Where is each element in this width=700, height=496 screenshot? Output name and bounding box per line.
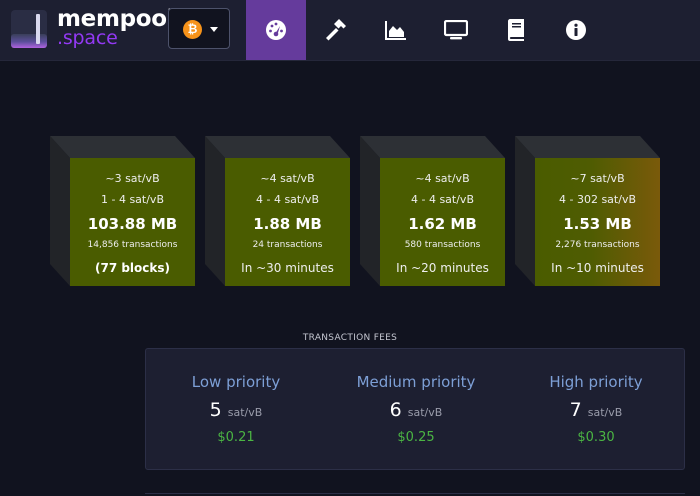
block-3d-side [50, 136, 195, 286]
mempool-block[interactable]: ~4 sat/vB 4 - 4 sat/vB 1.62 MB 580 trans… [360, 136, 505, 286]
fee-unit: sat/vB [587, 406, 623, 419]
block-eta: In ~10 minutes [551, 261, 644, 275]
area-chart-icon [385, 21, 406, 40]
mempool-block[interactable]: ~4 sat/vB 4 - 4 sat/vB 1.88 MB 24 transa… [205, 136, 350, 286]
fee-medium-priority: Medium priority 6 sat/vB $0.25 [326, 349, 506, 471]
brand-name[interactable]: mempool [57, 6, 175, 32]
fee-rate: 6 [389, 399, 402, 421]
transaction-count: 24 transactions [252, 240, 323, 250]
brand-domain[interactable]: .space [57, 27, 118, 49]
book-icon [508, 19, 524, 41]
fee-rate-row: 6 sat/vB [326, 399, 506, 421]
fee-rate: 5 [209, 399, 222, 421]
fee-rate: 7 [569, 399, 582, 421]
fee-rate-row: 7 sat/vB [506, 399, 686, 421]
mempool-block[interactable]: ~7 sat/vB 4 - 302 sat/vB 1.53 MB 2,276 t… [515, 136, 660, 286]
block-3d-side [360, 136, 505, 286]
priority-label: Low priority [191, 373, 281, 391]
fees-card: Low priority 5 sat/vB $0.21 Medium priori… [145, 348, 685, 470]
navbar: mempool .space ₿ [0, 0, 700, 61]
median-fee: ~3 sat/vB [105, 172, 160, 185]
fee-range: 4 - 4 sat/vB [255, 193, 319, 206]
hammer-icon [326, 19, 346, 41]
network-selector-button[interactable]: ₿ [168, 8, 230, 49]
transaction-count: 580 transactions [404, 240, 481, 250]
fee-unit: sat/vB [407, 406, 443, 419]
mempool-block[interactable]: ~3 sat/vB 1 - 4 sat/vB 103.88 MB 14,856 … [50, 136, 195, 286]
priority-label: High priority [549, 373, 643, 391]
nav-docs[interactable] [486, 0, 546, 60]
block-3d-side [515, 136, 660, 286]
fee-high-priority: High priority 7 sat/vB $0.30 [506, 349, 686, 471]
block-face: ~7 sat/vB 4 - 302 sat/vB 1.53 MB 2,276 t… [535, 158, 660, 286]
block-size: 1.62 MB [408, 215, 477, 233]
transaction-count: 14,856 transactions [87, 240, 178, 250]
mempool-logo-icon[interactable] [11, 10, 47, 48]
fee-usd: $0.21 [217, 430, 255, 445]
median-fee: ~4 sat/vB [415, 172, 470, 185]
block-face: ~4 sat/vB 4 - 4 sat/vB 1.62 MB 580 trans… [380, 158, 505, 286]
priority-label: Medium priority [356, 373, 476, 391]
fee-rate-row: 5 sat/vB [146, 399, 326, 421]
fee-range: 4 - 4 sat/vB [410, 193, 474, 206]
nav-tv[interactable] [426, 0, 486, 60]
nav-about[interactable] [546, 0, 606, 60]
median-fee: ~4 sat/vB [260, 172, 315, 185]
fee-range: 1 - 4 sat/vB [100, 193, 164, 206]
block-3d-side [205, 136, 350, 286]
block-face: ~3 sat/vB 1 - 4 sat/vB 103.88 MB 14,856 … [70, 158, 195, 286]
block-eta: In ~30 minutes [241, 261, 334, 275]
nav-dashboard[interactable] [246, 0, 306, 60]
fee-unit: sat/vB [227, 406, 263, 419]
transaction-count: 2,276 transactions [555, 240, 640, 250]
median-fee: ~7 sat/vB [570, 172, 625, 185]
block-size: 1.53 MB [563, 215, 632, 233]
block-size: 1.88 MB [253, 215, 322, 233]
gauge-icon [266, 20, 286, 40]
bitcoin-icon: ₿ [183, 20, 202, 39]
caret-down-icon [210, 27, 218, 32]
block-eta: (77 blocks) [94, 261, 171, 275]
nav-mining[interactable] [306, 0, 366, 60]
block-face: ~4 sat/vB 4 - 4 sat/vB 1.88 MB 24 transa… [225, 158, 350, 286]
fee-usd: $0.25 [397, 430, 435, 445]
info-icon [566, 20, 586, 40]
monitor-icon [444, 20, 468, 40]
fees-section-title: TRANSACTION FEES [302, 333, 398, 343]
block-eta: In ~20 minutes [396, 261, 489, 275]
block-size: 103.88 MB [87, 215, 178, 233]
fee-usd: $0.30 [577, 430, 615, 445]
fee-range: 4 - 302 sat/vB [559, 193, 636, 206]
nav-graphs[interactable] [366, 0, 426, 60]
next-card-edge [145, 493, 685, 496]
fee-low-priority: Low priority 5 sat/vB $0.21 [146, 349, 326, 471]
